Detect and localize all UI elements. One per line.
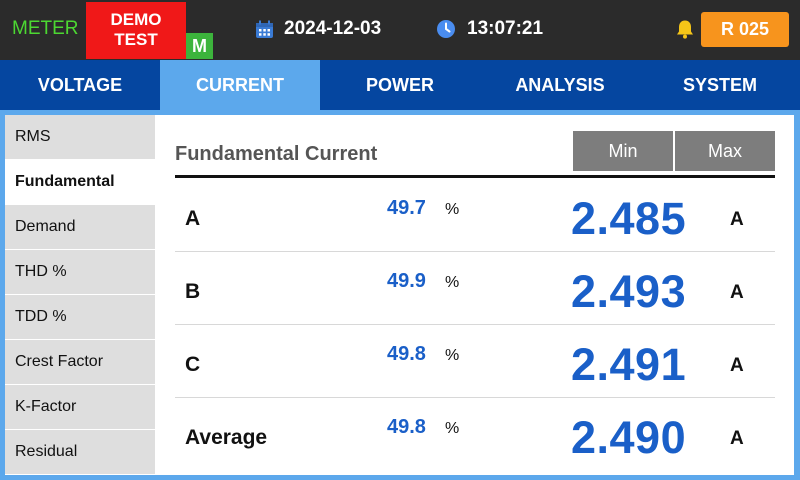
time-text: 13:07:21: [467, 18, 544, 39]
min-button[interactable]: Min: [573, 131, 673, 171]
tab-power[interactable]: POWER: [365, 75, 434, 95]
demo-line-2: TEST: [114, 30, 158, 49]
tab-voltage[interactable]: VOLTAGE: [37, 75, 123, 95]
date-text: 2024-12-03: [284, 18, 382, 39]
row-percent-unit: %: [445, 347, 460, 364]
row-label: C: [185, 353, 201, 376]
row-percent: 49.8: [387, 343, 426, 365]
row-unit: A: [730, 282, 744, 303]
row-percent: 49.7: [387, 197, 426, 219]
record-button[interactable]: R 025: [701, 12, 789, 47]
tab-current[interactable]: CURRENT: [160, 60, 320, 110]
measurement-row-average: Average 49.8 % 2.490 A: [175, 398, 775, 471]
row-value: 2.485: [571, 193, 687, 244]
calendar-icon: [256, 20, 273, 38]
demo-line-1: DEMO: [110, 10, 162, 29]
row-percent: 49.9: [387, 270, 426, 292]
mode-badge: M: [186, 33, 213, 59]
time-display: 13:07:21: [436, 18, 543, 40]
title-divider: [175, 175, 775, 178]
sidebar-item-crest-factor[interactable]: Crest Factor: [5, 340, 155, 385]
measurement-row-c: C 49.8 % 2.491 A: [175, 325, 775, 398]
row-unit: A: [730, 428, 744, 449]
row-percent-unit: %: [445, 420, 460, 437]
meter-label: METER: [12, 18, 79, 39]
measurement-row-a: A 49.7 % 2.485 A: [175, 179, 775, 252]
bell-icon[interactable]: [674, 18, 696, 40]
tab-system[interactable]: SYSTEM: [682, 75, 757, 95]
demo-test-indicator: DEMO TEST: [86, 2, 186, 59]
row-unit: A: [730, 209, 744, 230]
row-percent-unit: %: [445, 201, 460, 218]
date-display: 2024-12-03: [255, 18, 381, 40]
row-label: B: [185, 280, 201, 303]
tab-analysis[interactable]: ANALYSIS: [515, 75, 605, 95]
row-label: Average: [185, 426, 268, 449]
measurement-panel: Fundamental Current Min Max A 49.7 % 2.4…: [155, 115, 794, 475]
clock-icon: [437, 20, 455, 38]
page-title: Fundamental Current: [175, 143, 378, 165]
status-bar: METER DEMO TEST M 2024-12-03 13:07:21: [0, 0, 800, 60]
sidebar-item-demand[interactable]: Demand: [5, 205, 155, 250]
sidebar: RMS Fundamental Demand THD % TDD % Crest…: [5, 115, 155, 475]
sidebar-item-residual[interactable]: Residual: [5, 430, 155, 475]
measurement-row-b: B 49.9 % 2.493 A: [175, 252, 775, 325]
sidebar-item-fundamental[interactable]: Fundamental: [5, 160, 155, 205]
row-percent: 49.8: [387, 416, 426, 438]
row-value: 2.491: [571, 339, 687, 390]
row-unit: A: [730, 355, 744, 376]
main-nav: VOLTAGE CURRENT POWER ANALYSIS SYSTEM: [0, 60, 800, 110]
row-percent-unit: %: [445, 274, 460, 291]
sidebar-item-tdd[interactable]: TDD %: [5, 295, 155, 340]
sidebar-item-k-factor[interactable]: K-Factor: [5, 385, 155, 430]
sidebar-item-thd[interactable]: THD %: [5, 250, 155, 295]
row-value: 2.493: [571, 266, 687, 317]
row-value: 2.490: [571, 412, 687, 463]
row-label: A: [185, 207, 201, 230]
max-button[interactable]: Max: [675, 131, 775, 171]
sidebar-item-rms[interactable]: RMS: [5, 115, 155, 160]
